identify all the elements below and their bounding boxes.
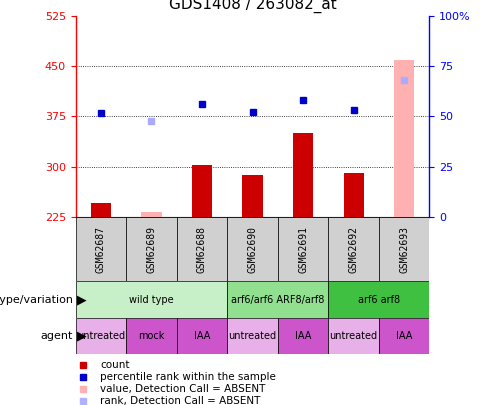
Bar (76, 217, 126, 281)
Bar (177, 217, 227, 281)
Bar (243, 175, 263, 217)
Text: IAA: IAA (396, 331, 412, 341)
Bar (278, 217, 328, 281)
Text: wild type: wild type (129, 295, 174, 305)
Bar (227, 281, 328, 318)
Text: GSM62692: GSM62692 (348, 226, 359, 273)
Text: untreated: untreated (228, 331, 277, 341)
Text: ▶: ▶ (73, 293, 87, 306)
Bar (76, 281, 227, 318)
Text: untreated: untreated (329, 331, 378, 341)
Bar (76, 318, 126, 354)
Text: percentile rank within the sample: percentile rank within the sample (101, 372, 276, 382)
Bar (394, 60, 414, 217)
Text: GSM62687: GSM62687 (96, 226, 106, 273)
Bar (192, 165, 212, 217)
Text: GSM62693: GSM62693 (399, 226, 409, 273)
Text: GSM62689: GSM62689 (146, 226, 157, 273)
Bar (126, 318, 177, 354)
Text: mock: mock (138, 331, 164, 341)
Bar (177, 318, 227, 354)
Text: GSM62688: GSM62688 (197, 226, 207, 273)
Bar (142, 212, 162, 217)
Bar (344, 173, 364, 217)
Text: value, Detection Call = ABSENT: value, Detection Call = ABSENT (101, 384, 266, 394)
Text: untreated: untreated (77, 331, 125, 341)
Bar (293, 133, 313, 217)
Bar (278, 318, 328, 354)
Bar (227, 318, 278, 354)
Bar (227, 217, 278, 281)
Bar (328, 281, 429, 318)
Text: IAA: IAA (295, 331, 311, 341)
Text: genotype/variation: genotype/variation (0, 295, 73, 305)
Text: GSM62691: GSM62691 (298, 226, 308, 273)
Bar (126, 217, 177, 281)
Text: rank, Detection Call = ABSENT: rank, Detection Call = ABSENT (101, 396, 261, 405)
Title: GDS1408 / 263082_at: GDS1408 / 263082_at (169, 0, 336, 13)
Text: count: count (101, 360, 130, 370)
Bar (328, 217, 379, 281)
Text: arf6/arf6 ARF8/arf8: arf6/arf6 ARF8/arf8 (231, 295, 325, 305)
Text: IAA: IAA (194, 331, 210, 341)
Bar (379, 217, 429, 281)
Text: ▶: ▶ (73, 330, 87, 343)
Text: arf6 arf8: arf6 arf8 (358, 295, 400, 305)
Bar (91, 203, 111, 217)
Text: agent: agent (41, 331, 73, 341)
Bar (328, 318, 379, 354)
Text: GSM62690: GSM62690 (247, 226, 258, 273)
Bar (379, 318, 429, 354)
